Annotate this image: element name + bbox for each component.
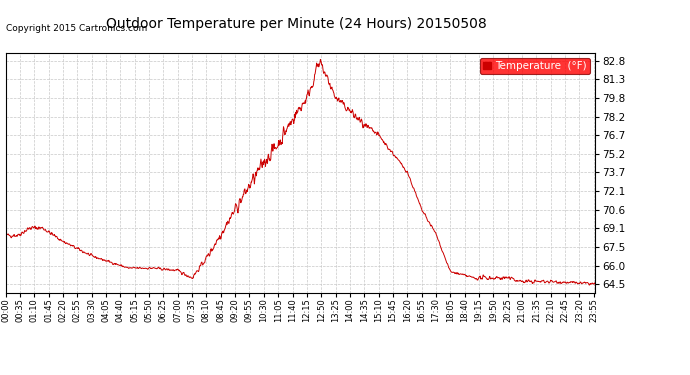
- Text: Outdoor Temperature per Minute (24 Hours) 20150508: Outdoor Temperature per Minute (24 Hours…: [106, 17, 487, 31]
- Text: Copyright 2015 Cartronics.com: Copyright 2015 Cartronics.com: [6, 24, 147, 33]
- Legend: Temperature  (°F): Temperature (°F): [480, 58, 590, 74]
